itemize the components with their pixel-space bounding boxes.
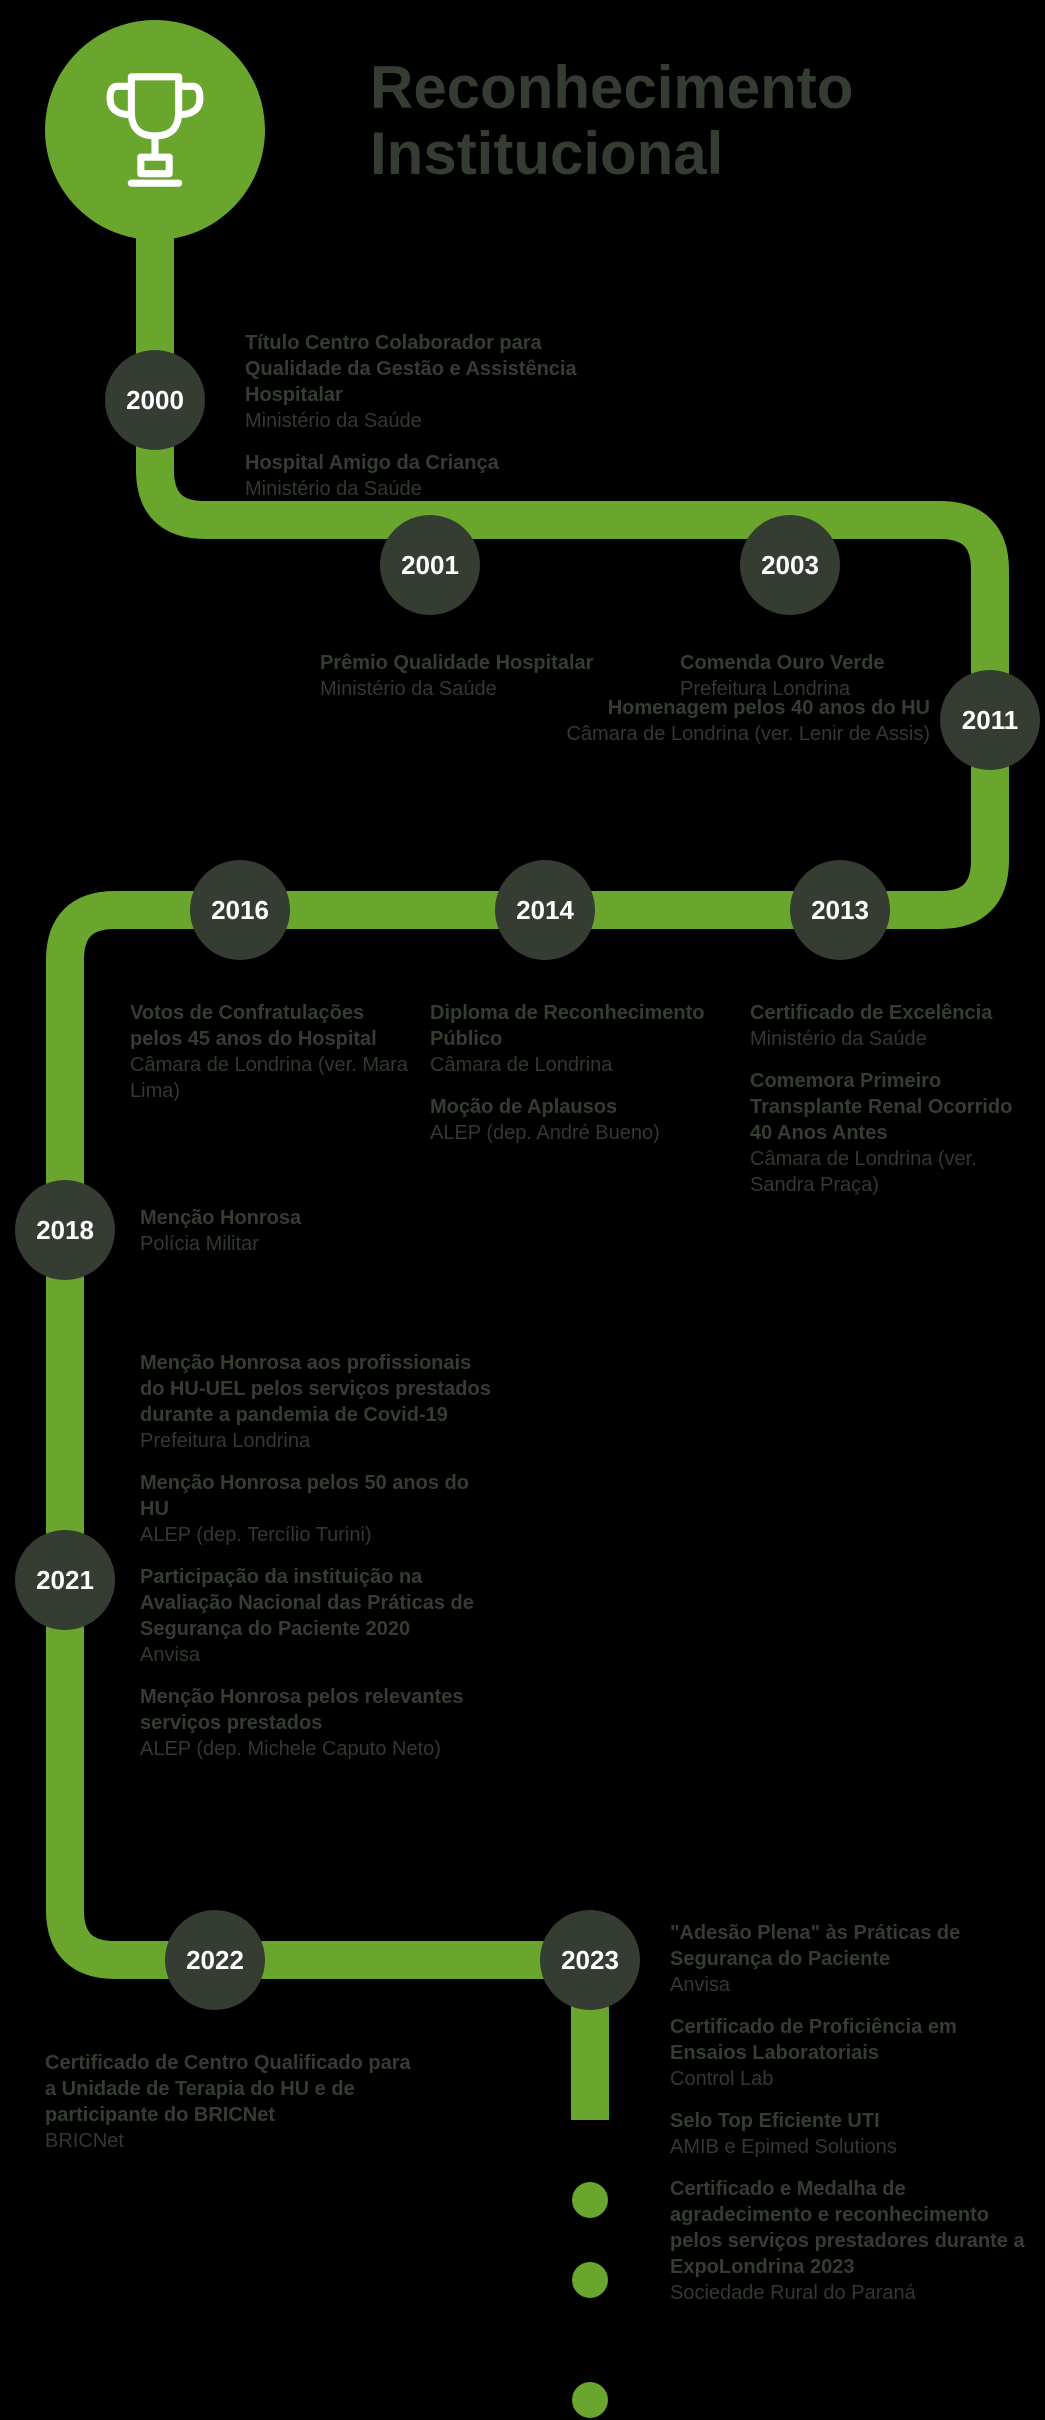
entry-item: "Adesão Plena" às Práticas de Segurança … — [670, 1920, 1030, 1998]
year-node-2022: 2022 — [165, 1910, 265, 2010]
year-node-2018: 2018 — [15, 1180, 115, 1280]
year-node-2014: 2014 — [495, 860, 595, 960]
entry-title: Menção Honrosa pelos 50 anos do HU — [140, 1470, 500, 1522]
timeline-canvas: Reconhecimento Institucional 2000 2001 200… — [0, 0, 1045, 2420]
entry-subtitle: ALEP (dep. Michele Caputo Neto) — [140, 1736, 500, 1762]
entry-subtitle: BRICNet — [45, 2128, 425, 2154]
entry-subtitle: Polícia Militar — [140, 1231, 440, 1257]
entry-block-y2021: Menção Honrosa aos profissionais do HU-U… — [140, 1350, 500, 1778]
entry-block-y2014: Diploma de Reconhecimento PúblicoCâmara … — [430, 1000, 730, 1162]
entry-subtitle: Câmara de Londrina (ver. Mara Lima) — [130, 1052, 410, 1104]
continuation-dot — [572, 2182, 608, 2218]
entry-block-y2013: Certificado de ExcelênciaMinistério da S… — [750, 1000, 1030, 1214]
entry-item: Diploma de Reconhecimento PúblicoCâmara … — [430, 1000, 730, 1078]
entry-subtitle: Control Lab — [670, 2066, 1030, 2092]
entry-item: Certificado de Centro Qualificado para a… — [45, 2050, 425, 2154]
entry-subtitle: AMIB e Epimed Solutions — [670, 2134, 1030, 2160]
entry-item: Certificado e Medalha de agradecimento e… — [670, 2176, 1030, 2306]
entry-block-y2018: Menção HonrosaPolícia Militar — [140, 1205, 440, 1273]
entry-item: Menção Honrosa pelos relevantes serviços… — [140, 1684, 500, 1762]
entry-item: Menção Honrosa aos profissionais do HU-U… — [140, 1350, 500, 1454]
year-node-2003: 2003 — [740, 515, 840, 615]
page-title: Reconhecimento Institucional — [370, 55, 853, 187]
entry-block-y2011: Homenagem pelos 40 anos do HUCâmara de L… — [500, 695, 930, 763]
entry-subtitle: Anvisa — [670, 1972, 1030, 1998]
entry-title: Menção Honrosa — [140, 1205, 440, 1231]
entry-title: Certificado de Centro Qualificado para a… — [45, 2050, 425, 2128]
entry-title: Moção de Aplausos — [430, 1094, 730, 1120]
entry-subtitle: Sociedade Rural do Paraná — [670, 2280, 1030, 2306]
entry-subtitle: Ministério da Saúde — [245, 408, 595, 434]
year-node-2021: 2021 — [15, 1530, 115, 1630]
entry-item: Participação da instituição na Avaliação… — [140, 1564, 500, 1668]
entry-block-y2016: Votos de Confratulações pelos 45 anos do… — [130, 1000, 410, 1120]
entry-item: Hospital Amigo da CriançaMinistério da S… — [245, 450, 595, 502]
entry-item: Certificado de Proficiência em Ensaios L… — [670, 2014, 1030, 2092]
entry-block-y2022: Certificado de Centro Qualificado para a… — [45, 2050, 425, 2170]
entry-item: Comemora Primeiro Transplante Renal Ocor… — [750, 1068, 1030, 1198]
entry-subtitle: Câmara de Londrina — [430, 1052, 730, 1078]
entry-item: Moção de AplausosALEP (dep. André Bueno) — [430, 1094, 730, 1146]
year-node-2023: 2023 — [540, 1910, 640, 2010]
entry-block-y2000: Título Centro Colaborador para Qualidade… — [245, 330, 595, 518]
year-node-2013: 2013 — [790, 860, 890, 960]
entry-subtitle: ALEP (dep. Tercílio Turini) — [140, 1522, 500, 1548]
entry-title: Comemora Primeiro Transplante Renal Ocor… — [750, 1068, 1030, 1146]
entry-item: Menção HonrosaPolícia Militar — [140, 1205, 440, 1257]
entry-title: Homenagem pelos 40 anos do HU — [500, 695, 930, 721]
trophy-icon — [95, 65, 215, 195]
entry-title: Diploma de Reconhecimento Público — [430, 1000, 730, 1052]
entry-title: Título Centro Colaborador para Qualidade… — [245, 330, 595, 408]
entry-block-y2023: "Adesão Plena" às Práticas de Segurança … — [670, 1920, 1030, 2322]
continuation-dot — [572, 2262, 608, 2298]
year-node-2016: 2016 — [190, 860, 290, 960]
entry-title: Prêmio Qualidade Hospitalar — [320, 650, 640, 676]
entry-title: Comenda Ouro Verde — [680, 650, 980, 676]
entry-subtitle: Prefeitura Londrina — [140, 1428, 500, 1454]
entry-item: Homenagem pelos 40 anos do HUCâmara de L… — [500, 695, 930, 747]
entry-title: Menção Honrosa aos profissionais do HU-U… — [140, 1350, 500, 1428]
entry-title: "Adesão Plena" às Práticas de Segurança … — [670, 1920, 1030, 1972]
header-circle — [45, 20, 265, 240]
entry-subtitle: ALEP (dep. André Bueno) — [430, 1120, 730, 1146]
entry-title: Certificado de Proficiência em Ensaios L… — [670, 2014, 1030, 2066]
entry-subtitle: Anvisa — [140, 1642, 500, 1668]
entry-title: Participação da instituição na Avaliação… — [140, 1564, 500, 1642]
entry-item: Menção Honrosa pelos 50 anos do HUALEP (… — [140, 1470, 500, 1548]
entry-item: Votos de Confratulações pelos 45 anos do… — [130, 1000, 410, 1104]
entry-title: Certificado e Medalha de agradecimento e… — [670, 2176, 1030, 2280]
entry-title: Selo Top Eficiente UTI — [670, 2108, 1030, 2134]
entry-title: Votos de Confratulações pelos 45 anos do… — [130, 1000, 410, 1052]
entry-subtitle: Ministério da Saúde — [750, 1026, 1030, 1052]
year-node-2000: 2000 — [105, 350, 205, 450]
entry-title: Menção Honrosa pelos relevantes serviços… — [140, 1684, 500, 1736]
entry-subtitle: Ministério da Saúde — [245, 476, 595, 502]
entry-subtitle: Câmara de Londrina (ver. Lenir de Assis) — [500, 721, 930, 747]
continuation-dot — [572, 2382, 608, 2418]
entry-title: Certificado de Excelência — [750, 1000, 1030, 1026]
entry-item: Selo Top Eficiente UTIAMIB e Epimed Solu… — [670, 2108, 1030, 2160]
year-node-2001: 2001 — [380, 515, 480, 615]
entry-subtitle: Câmara de Londrina (ver. Sandra Praça) — [750, 1146, 1030, 1198]
entry-item: Certificado de ExcelênciaMinistério da S… — [750, 1000, 1030, 1052]
entry-item: Título Centro Colaborador para Qualidade… — [245, 330, 595, 434]
entry-title: Hospital Amigo da Criança — [245, 450, 595, 476]
